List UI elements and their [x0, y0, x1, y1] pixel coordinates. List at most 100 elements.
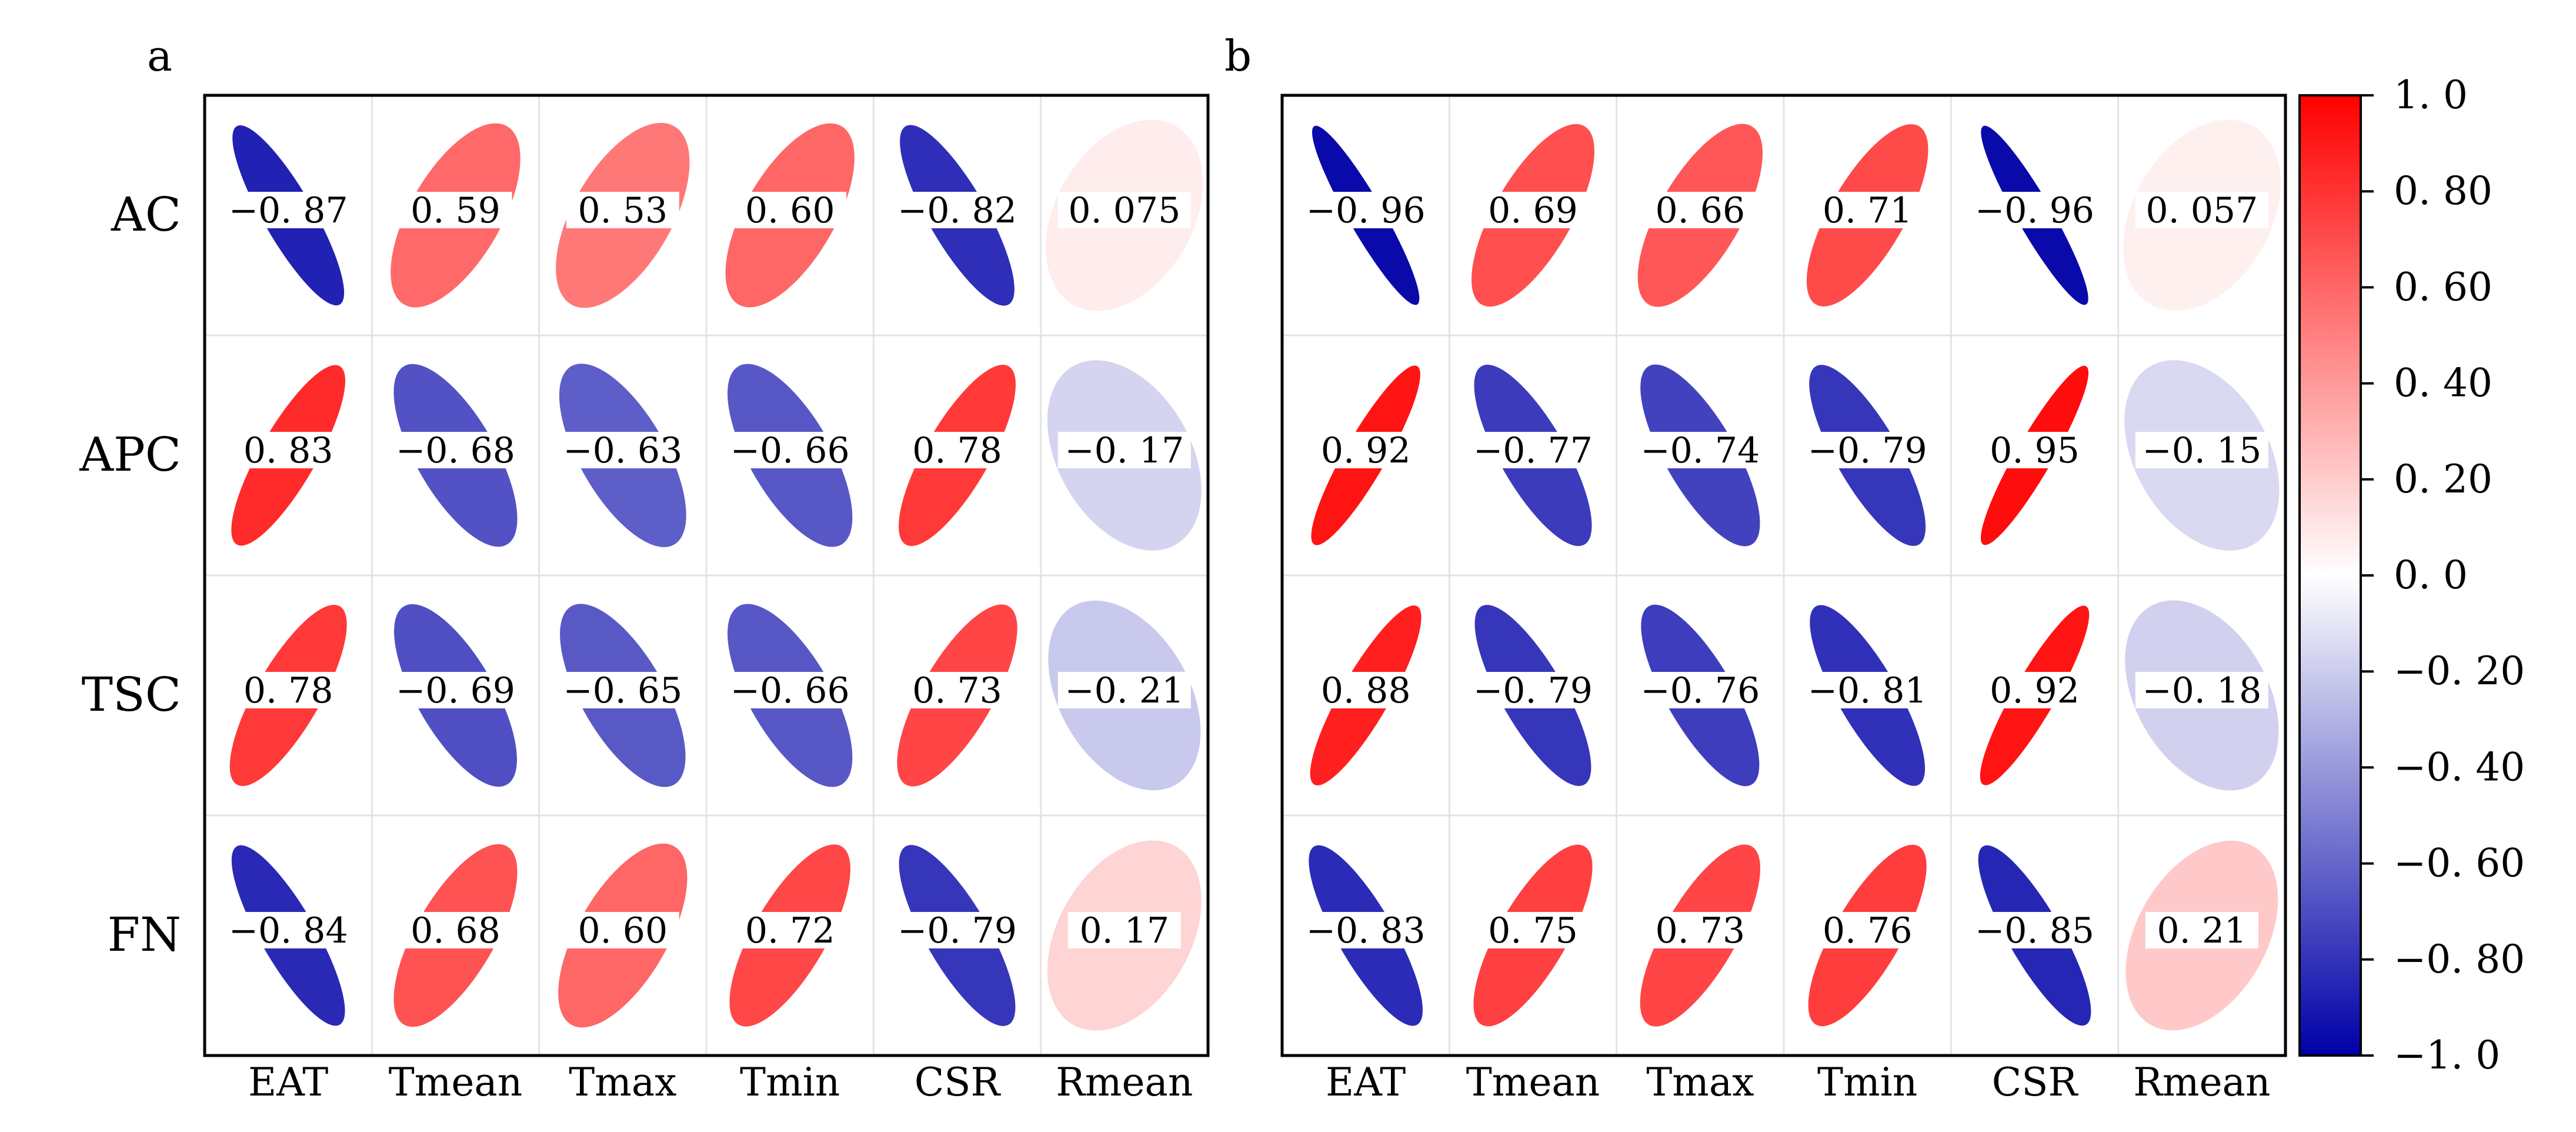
- value-label-box: [1476, 912, 1590, 948]
- row-label: FN: [107, 907, 181, 962]
- value-label: −0. 77: [1473, 430, 1593, 471]
- colorbar-gradient: [2300, 95, 2361, 1056]
- column-label: Tmin: [740, 1060, 840, 1105]
- colorbar-tick-label: −0. 40: [2394, 744, 2525, 790]
- value-label-box: [723, 432, 857, 468]
- value-label: −0. 79: [1808, 430, 1927, 471]
- value-label-box: [556, 672, 689, 708]
- value-label: −0. 69: [396, 670, 515, 711]
- value-label-box: [890, 912, 1024, 948]
- column-label: EAT: [1326, 1060, 1406, 1105]
- value-label: −0. 76: [1640, 670, 1760, 711]
- value-label-box: [222, 192, 355, 228]
- value-label: −0. 66: [730, 430, 850, 471]
- value-label-box: [2135, 672, 2268, 708]
- value-label: 0. 75: [1488, 910, 1578, 951]
- value-label: −0. 84: [229, 910, 348, 951]
- value-label-box: [1801, 432, 1934, 468]
- value-label: 0. 60: [578, 910, 668, 951]
- colorbar-tick-label: 0. 0: [2394, 552, 2468, 598]
- value-label-box: [399, 192, 512, 228]
- value-label: 0. 68: [411, 910, 500, 951]
- value-label-box: [1057, 192, 1191, 228]
- value-label: −0. 65: [563, 670, 682, 711]
- value-label: 0. 60: [745, 190, 835, 231]
- value-label: 0. 76: [1823, 910, 1913, 951]
- value-label: −0. 79: [1473, 670, 1593, 711]
- colorbar-tick-label: −1. 0: [2394, 1033, 2500, 1078]
- value-label: 0. 92: [1321, 430, 1411, 471]
- column-label: Tmin: [1817, 1060, 1917, 1105]
- panel-a: a −0. 87 0. 59 0. 53 0. 60 −0. 82 0. 075 0. 83 −…: [79, 31, 1210, 1105]
- panel-label: a: [147, 31, 172, 81]
- column-label: EAT: [248, 1060, 328, 1105]
- value-label-box: [900, 432, 1014, 468]
- value-label-box: [1466, 432, 1600, 468]
- plot-frame: [1280, 94, 2287, 1057]
- value-label: −0. 17: [1065, 430, 1184, 471]
- value-label: −0. 18: [2142, 670, 2261, 711]
- value-label-box: [1968, 192, 2101, 228]
- value-label: −0. 63: [563, 430, 682, 471]
- colorbar-tick-label: 0. 80: [2394, 168, 2492, 214]
- value-label-box: [2135, 192, 2268, 228]
- column-label: Rmean: [1056, 1060, 1193, 1105]
- value-label: −0. 96: [1975, 190, 2094, 231]
- value-label-box: [1299, 912, 1433, 948]
- colorbar-tick-label: 0. 40: [2394, 361, 2492, 406]
- value-label-box: [232, 672, 345, 708]
- column-label: Tmean: [1466, 1060, 1600, 1105]
- value-label: −0. 85: [1975, 910, 2094, 951]
- value-label-box: [556, 432, 689, 468]
- panel-b: b −0. 96 0. 69 0. 66 0. 71 −0. 96 0. 057 0. 92 −…: [1224, 31, 2287, 1105]
- value-label-box: [399, 912, 512, 948]
- value-label: 0. 69: [1488, 190, 1578, 231]
- value-label: 0. 78: [912, 430, 1002, 471]
- value-label-box: [1067, 912, 1181, 948]
- value-label: 0. 72: [745, 910, 835, 951]
- value-label: −0. 74: [1640, 430, 1760, 471]
- row-label: TSC: [82, 667, 181, 722]
- value-label: −0. 83: [1306, 910, 1426, 951]
- value-label-box: [1968, 912, 2101, 948]
- value-label: 0. 075: [1068, 190, 1180, 231]
- value-label: 0. 057: [2145, 190, 2258, 231]
- colorbar-tick-label: 0. 20: [2394, 457, 2492, 502]
- value-label: 0. 17: [1079, 910, 1169, 951]
- value-label-box: [1801, 672, 1934, 708]
- colorbar-tick-label: −0. 60: [2394, 841, 2525, 886]
- value-label: −0. 87: [229, 190, 348, 231]
- value-label: 0. 73: [912, 670, 1002, 711]
- value-label: 0. 66: [1655, 190, 1745, 231]
- value-label-box: [566, 912, 679, 948]
- value-label: −0. 81: [1808, 670, 1927, 711]
- column-label: CSR: [1992, 1060, 2079, 1105]
- colorbar-tick-label: −0. 80: [2394, 937, 2525, 982]
- value-label: 0. 95: [1990, 430, 2080, 471]
- value-label: −0. 21: [1065, 670, 1184, 711]
- grid-lines: [1282, 95, 2285, 1056]
- colorbar-tick-label: 0. 60: [2394, 264, 2492, 309]
- value-label: −0. 66: [730, 670, 850, 711]
- row-label: APC: [79, 427, 181, 482]
- value-label-box: [1057, 672, 1191, 708]
- grid-lines: [205, 95, 1208, 1056]
- value-label-box: [1811, 192, 1924, 228]
- value-label-box: [1811, 912, 1924, 948]
- value-label-box: [389, 672, 522, 708]
- value-label: 0. 59: [411, 190, 500, 231]
- value-label-box: [232, 432, 345, 468]
- column-label: CSR: [915, 1060, 1002, 1105]
- value-label: 0. 88: [1321, 670, 1411, 711]
- value-label-box: [900, 672, 1014, 708]
- value-label-box: [2145, 912, 2258, 948]
- value-label-box: [1309, 672, 1423, 708]
- value-label-box: [1978, 432, 2091, 468]
- panel-label: b: [1224, 31, 1252, 81]
- value-label: −0. 15: [2142, 430, 2261, 471]
- value-label-box: [723, 672, 857, 708]
- value-label: −0. 79: [897, 910, 1017, 951]
- value-label: 0. 78: [243, 670, 333, 711]
- column-label: Rmean: [2133, 1060, 2270, 1105]
